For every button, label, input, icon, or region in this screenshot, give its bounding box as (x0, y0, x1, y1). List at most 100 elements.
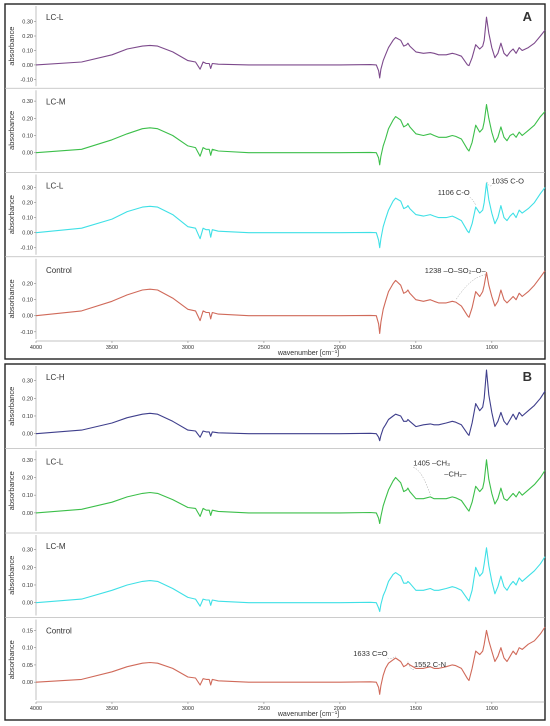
x-tick-label: 1500 (410, 706, 422, 712)
subplot-lc-l: -0.10 0.00 0.10 0.20 0.30 absorbance LC-L (7, 6, 546, 87)
annotation-leader (387, 655, 396, 659)
subplot-control: -0.10 0.00 0.10 0.20 absorbance Control 1238 –… (5, 256, 546, 339)
series-label: Control (46, 627, 72, 636)
series-label: LC-M (46, 97, 66, 106)
x-tick-label: 3500 (106, 706, 118, 712)
x-tick-label: 2000 (334, 345, 346, 351)
panel-A: A -0.10 0.00 0.10 0.20 0.30 absorbance LC-L 0.00… (4, 3, 546, 360)
annotation-label: –CH₂– (444, 470, 467, 479)
panel-frame (4, 3, 546, 360)
y-tick-label: 0.20 (22, 201, 33, 207)
subplot-lc-m: 0.00 0.10 0.20 0.30 absorbance LC-M (5, 87, 546, 171)
y-tick-label: 0.10 (22, 134, 33, 140)
y-axis-label: absorbance (7, 387, 16, 426)
y-tick-label: 0.00 (22, 601, 33, 607)
y-tick-label: 0.30 (22, 186, 33, 192)
y-tick-label: 0.00 (22, 511, 33, 517)
x-tick-label: 1000 (486, 345, 498, 351)
y-tick-label: -0.10 (20, 77, 33, 83)
subplot-lc-l: -0.10 0.00 0.10 0.20 0.30 absorbance LC-L 1035 … (5, 172, 546, 255)
y-tick-label: 0.20 (22, 396, 33, 402)
x-tick-label: 3500 (106, 345, 118, 351)
y-tick-label: 0.10 (22, 48, 33, 54)
annotation-label: 1552 C-N (414, 660, 446, 669)
annotation-leader (455, 274, 486, 301)
y-axis-label: absorbance (7, 195, 16, 234)
y-tick-label: 0.30 (22, 379, 33, 385)
series-line (35, 270, 546, 334)
y-tick-label: 0.00 (22, 151, 33, 157)
y-tick-label: 0.10 (22, 414, 33, 420)
y-tick-label: 0.20 (22, 475, 33, 481)
annotation-leader (486, 180, 492, 187)
x-tick-label: 4000 (30, 345, 42, 351)
annotation-leader (469, 196, 476, 206)
y-axis-label: absorbance (7, 471, 16, 510)
x-tick-label: 2500 (258, 345, 270, 351)
y-tick-label: 0.00 (22, 680, 33, 686)
annotation-label: 1035 C-O (492, 177, 525, 186)
series-line (35, 459, 546, 525)
annotation-label: 1106 C-O (438, 188, 470, 197)
y-tick-label: 0.30 (22, 20, 33, 26)
series-label: Control (46, 266, 72, 275)
series-label: LC-L (46, 182, 64, 191)
y-tick-label: -0.10 (20, 246, 33, 252)
y-axis-label: absorbance (7, 27, 16, 66)
series-line (35, 104, 546, 166)
y-axis-label: absorbance (7, 279, 16, 318)
x-tick-label: 1000 (486, 706, 498, 712)
x-tick-label: 3000 (182, 706, 194, 712)
y-tick-label: 0.05 (22, 663, 33, 669)
annotation-label: 1238 –O–SO₂–O– (425, 266, 487, 275)
annotation-leader (413, 467, 431, 495)
y-tick-label: -0.10 (20, 330, 33, 336)
x-axis-label: wavenumber [cm⁻¹] (277, 711, 339, 718)
x-tick-label: 2000 (334, 706, 346, 712)
y-tick-label: 0.10 (22, 583, 33, 589)
y-tick-label: 0.10 (22, 298, 33, 304)
y-tick-label: 0.20 (22, 565, 33, 571)
y-tick-label: 0.30 (22, 99, 33, 105)
y-tick-label: 0.10 (22, 493, 33, 499)
panel-label: A (523, 9, 533, 24)
y-axis-label: absorbance (7, 640, 16, 679)
series-label: LC-M (46, 542, 66, 551)
y-tick-label: 0.00 (22, 231, 33, 237)
y-tick-label: 0.00 (22, 63, 33, 69)
series-line (35, 16, 546, 79)
series-label: LC-H (46, 373, 65, 382)
x-tick-label: 3000 (182, 345, 194, 351)
y-tick-label: 0.10 (22, 216, 33, 222)
y-tick-label: 0.20 (22, 116, 33, 122)
y-tick-label: 0.00 (22, 432, 33, 438)
annotation-label: 1405 –CH₃ (413, 459, 450, 468)
panel-label: B (523, 369, 532, 384)
x-axis-label: wavenumber [cm⁻¹] (277, 350, 339, 357)
subplot-lc-l: 0.00 0.10 0.20 0.30 absorbance LC-L 1405 –CH₃ –… (5, 448, 546, 531)
series-label: LC-L (46, 13, 64, 22)
subplot-lc-m: 0.00 0.10 0.20 0.30 absorbance LC-M (5, 532, 546, 616)
series-line (35, 547, 546, 613)
y-tick-label: 0.20 (22, 282, 33, 288)
y-tick-label: 0.10 (22, 646, 33, 652)
subplot-control: 0.00 0.05 0.10 0.15 absorbance Control 1633 C=… (5, 617, 546, 700)
y-axis-label: absorbance (7, 111, 16, 150)
x-tick-label: 2500 (258, 706, 270, 712)
subplot-lc-h: 0.00 0.10 0.20 0.30 absorbance LC-H (7, 366, 546, 447)
y-tick-label: 0.00 (22, 314, 33, 320)
y-tick-label: 0.30 (22, 458, 33, 464)
series-line (35, 369, 546, 442)
y-tick-label: 0.30 (22, 548, 33, 554)
x-tick-label: 4000 (30, 706, 42, 712)
series-line (35, 626, 546, 695)
series-label: LC-L (46, 458, 64, 467)
annotation-label: 1633 C=O (353, 649, 388, 658)
annotation-leader (407, 661, 415, 670)
y-tick-label: 0.15 (22, 628, 33, 634)
y-tick-label: 0.20 (22, 34, 33, 40)
panel-frame (4, 363, 546, 721)
x-tick-label: 1500 (410, 345, 422, 351)
y-axis-label: absorbance (7, 556, 16, 595)
